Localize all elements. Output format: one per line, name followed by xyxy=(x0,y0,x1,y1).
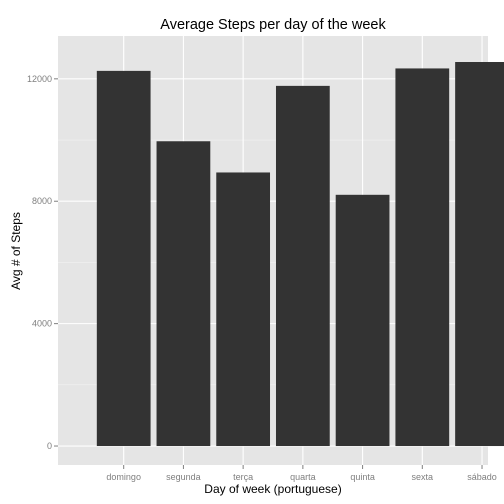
x-tick-label: segunda xyxy=(166,472,201,482)
bar-sexta xyxy=(395,68,450,447)
x-tick-label: quarta xyxy=(290,472,316,482)
chart-title: Average Steps per day of the week xyxy=(160,17,386,33)
bar-domingo xyxy=(96,70,151,447)
bar-sábado xyxy=(455,62,504,447)
bar-quinta xyxy=(335,194,390,447)
x-tick-label: terça xyxy=(233,472,253,482)
x-axis-title: Day of week (portuguese) xyxy=(204,482,341,496)
x-tick-label: quinta xyxy=(350,472,375,482)
y-axis: 0 4000 8000 12000 xyxy=(27,74,58,451)
x-tick-label: domingo xyxy=(106,472,141,482)
y-tick-label: 8000 xyxy=(32,196,52,206)
y-axis-title: Avg # of Steps xyxy=(9,212,23,290)
y-tick-label: 4000 xyxy=(32,319,52,329)
bar-segunda xyxy=(156,141,211,447)
x-tick-label: sábado xyxy=(467,472,497,482)
x-tick-label: sexta xyxy=(412,472,434,482)
bar-quarta xyxy=(275,85,330,447)
x-axis: domingo segunda terça quarta quinta sexta sába… xyxy=(106,465,497,482)
bar-terça xyxy=(216,172,271,447)
bars xyxy=(96,62,504,447)
y-tick-label: 12000 xyxy=(27,74,52,84)
y-tick-label: 0 xyxy=(47,441,52,451)
